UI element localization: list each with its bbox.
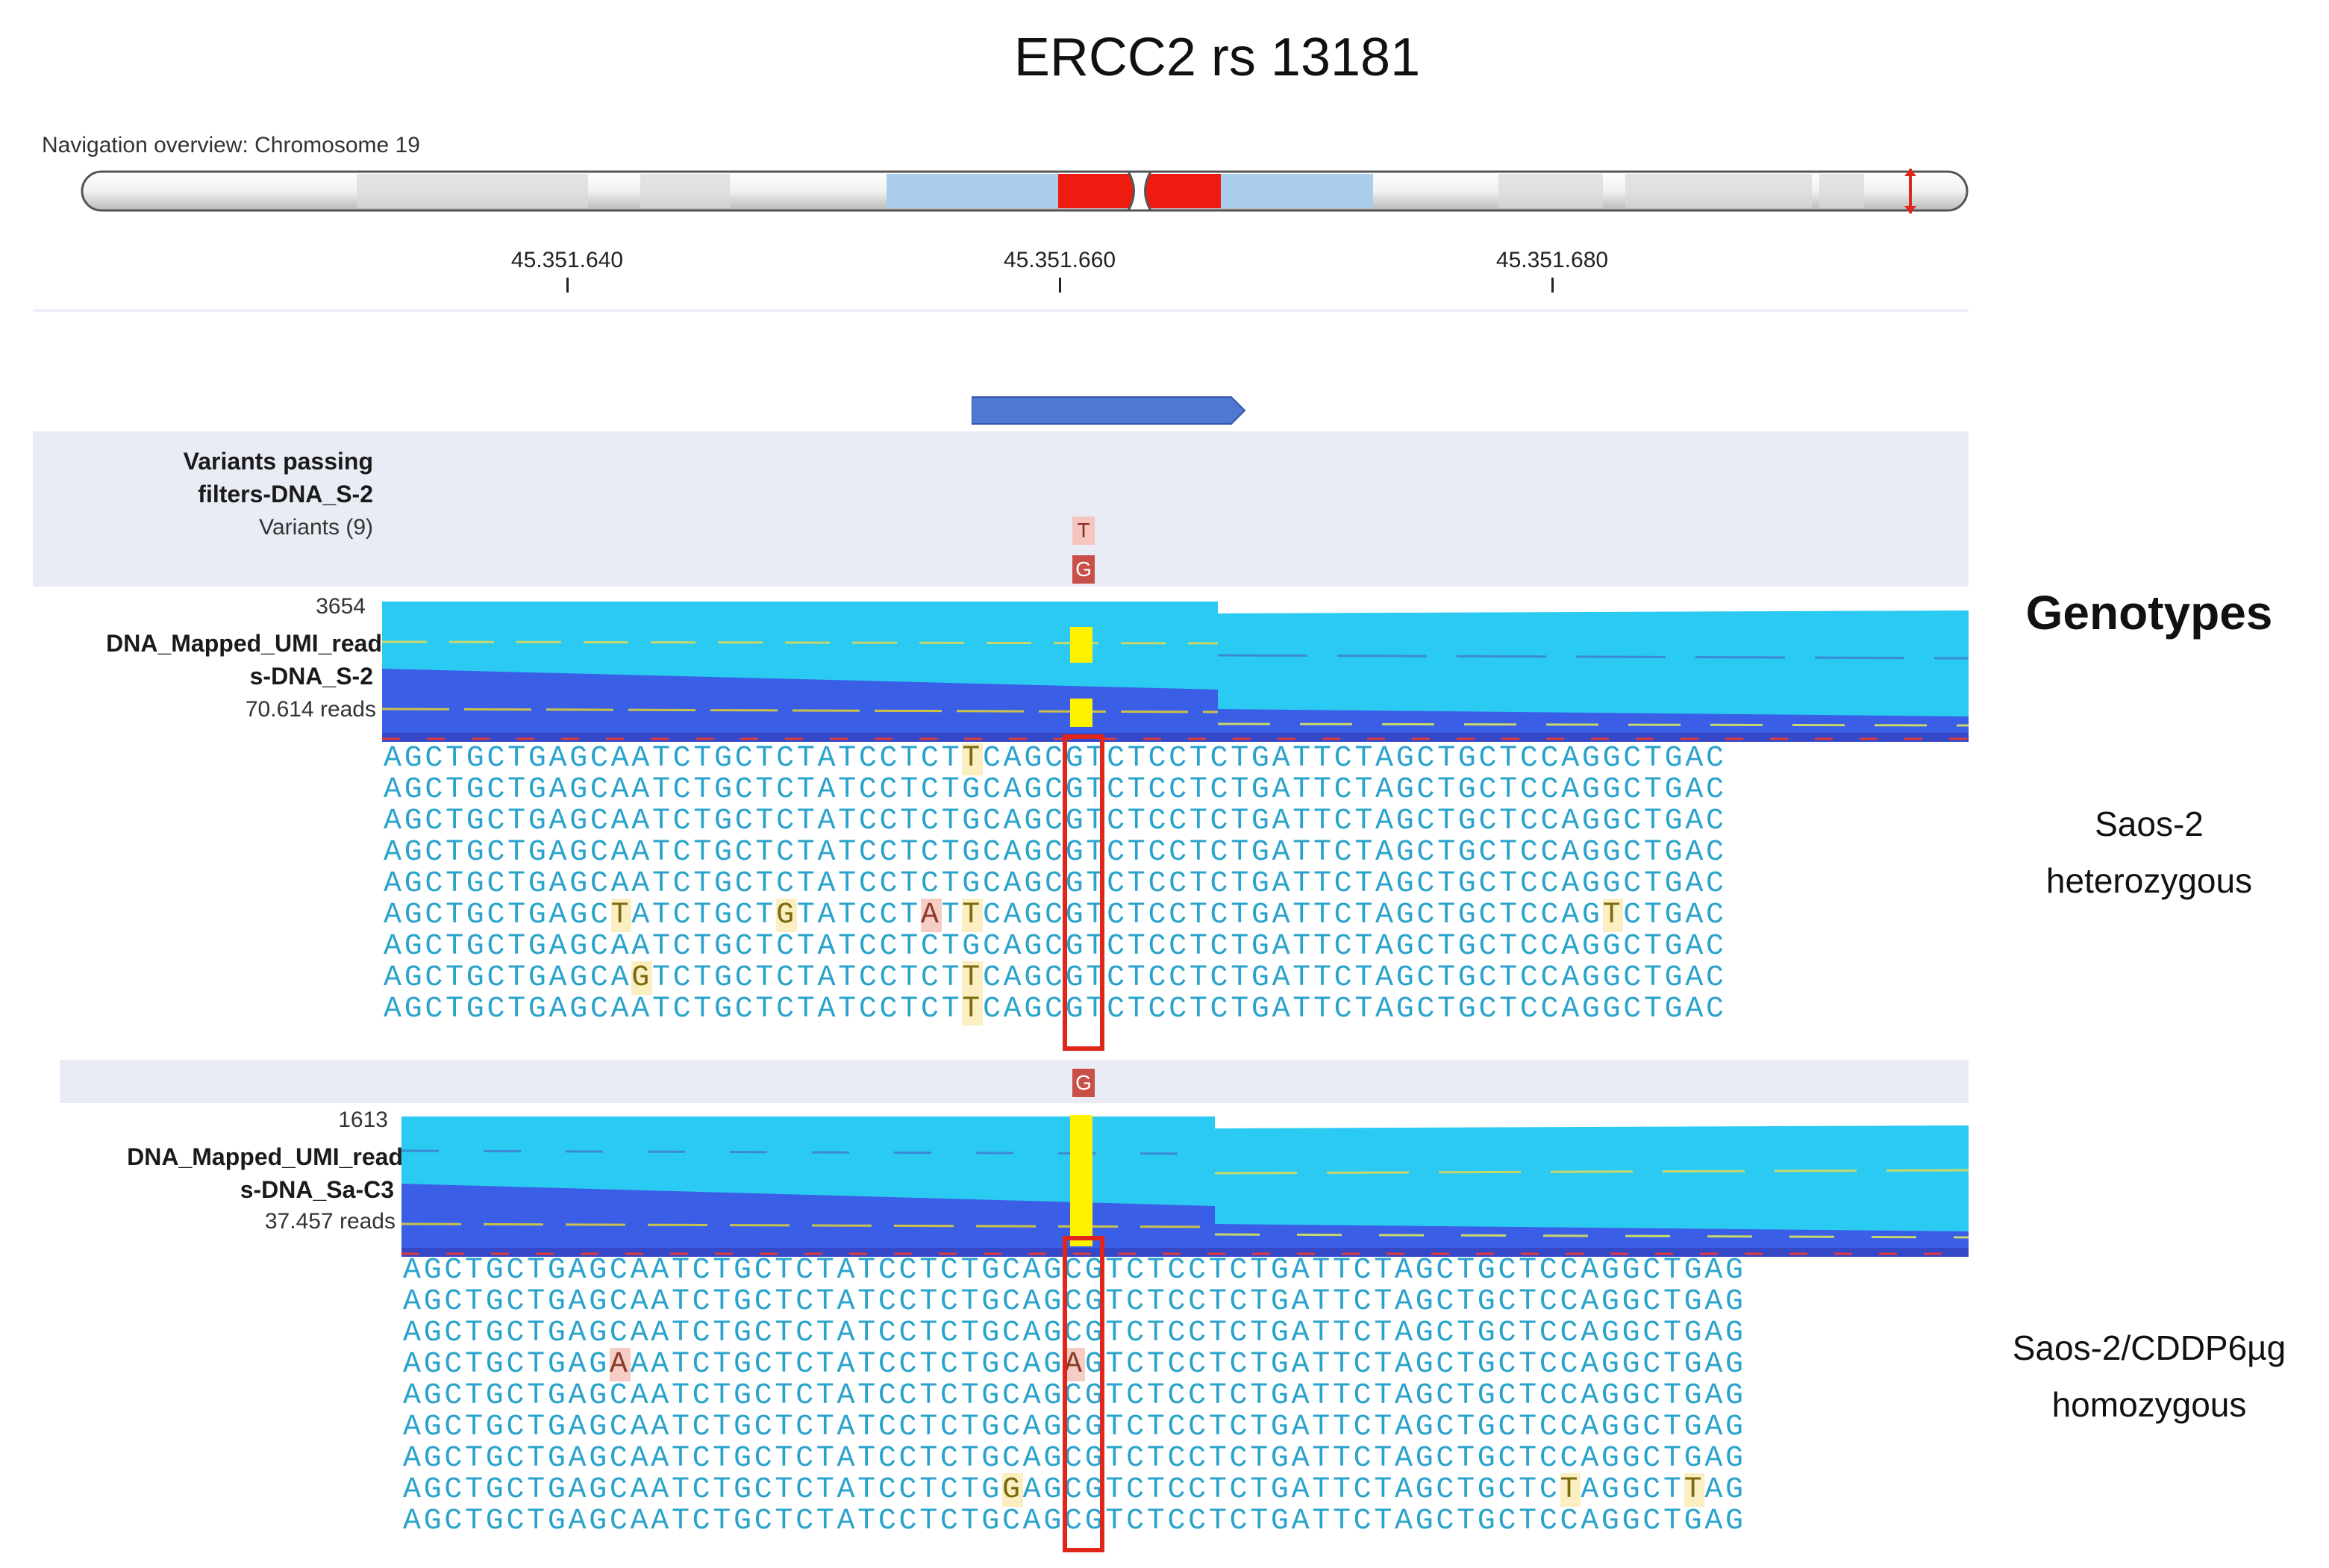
sac3-read-row: AGCTGCTGAGAAATCTGCTCTATCCTCTGCAGAGTCTCCT… bbox=[403, 1348, 1746, 1381]
s2-read-row: AGCTGCTGAGCAATCTGCTCTATCCTCTTCAGCGTCTCCT… bbox=[384, 993, 1727, 1025]
sac3-read-row: AGCTGCTGAGCAATCTGCTCTATCCTCTGCAGCGTCTCCT… bbox=[403, 1379, 1746, 1413]
variant-badge-g[interactable]: G bbox=[1072, 555, 1095, 584]
s2-variant-highlight-bottom bbox=[1070, 699, 1092, 727]
s2-coverage-graph[interactable] bbox=[382, 597, 1969, 742]
sac3-read-row: AGCTGCTGAGCAATCTGCTCTATCCTCTGCAGCGTCTCCT… bbox=[403, 1505, 1746, 1537]
band-gray-1 bbox=[357, 174, 588, 208]
band-gray-2 bbox=[640, 174, 730, 208]
band-gray-4 bbox=[1625, 174, 1812, 208]
s2-read-row: AGCTGCTGAGCTATCTGCTGTATCCTATTCAGCGTCTCCT… bbox=[384, 899, 1727, 932]
sac3-track-name-line2: s-DNA_Sa-C3 bbox=[240, 1176, 394, 1203]
sac3-snp-highlight-box bbox=[1063, 1236, 1104, 1552]
sac3-read-row: AGCTGCTGAGCAATCTGCTCTATCCTCTGCAGCGTCTCCT… bbox=[403, 1255, 1746, 1287]
s2-read-row: AGCTGCTGAGCAATCTGCTCTATCCTCTGCAGCGTCTCCT… bbox=[384, 930, 1727, 963]
sac3-read-row: AGCTGCTGAGCAATCTGCTCTATCCTCTGCAGCGTCTCCT… bbox=[403, 1411, 1746, 1444]
band-blue-right bbox=[1221, 174, 1373, 208]
sac3-read-count: 37.457 reads bbox=[264, 1209, 396, 1234]
position-marker-arrow-top bbox=[1904, 169, 1916, 176]
navigation-overview-label: Navigation overview: Chromosome 19 bbox=[42, 133, 420, 157]
s2-read-row: AGCTGCTGAGCAATCTGCTCTATCCTCTGCAGCGTCTCCT… bbox=[384, 867, 1727, 901]
variants-track-title-line1: Variants passing bbox=[183, 448, 373, 475]
variant-badge-t[interactable]: T bbox=[1072, 516, 1095, 545]
genotype-saos2-name: Saos-2 bbox=[2095, 805, 2204, 843]
sac3-read-row: AGCTGCTGAGCAATCTGCTCTATCCTCTGCAGCGTCTCCT… bbox=[403, 1442, 1746, 1475]
s2-coverage-line-3 bbox=[1217, 654, 1969, 660]
figure-title: ERCC2 rs 13181 bbox=[1013, 28, 1421, 87]
s2-coverage-baseline bbox=[382, 733, 1969, 742]
ruler-tick-3 bbox=[1551, 278, 1554, 293]
s2-track-name-line1: DNA_Mapped_UMI_read bbox=[106, 630, 382, 657]
sac3-coverage-line-2 bbox=[1214, 1169, 1969, 1175]
s2-read-count: 70.614 reads bbox=[245, 697, 376, 722]
sac3-variant-highlight bbox=[1070, 1115, 1092, 1246]
variants-track-title-line2: filters-DNA_S-2 bbox=[198, 481, 373, 507]
band-gray-3 bbox=[1498, 174, 1603, 208]
variants-track-panel bbox=[33, 431, 1969, 587]
gene-annotation-arrow[interactable] bbox=[972, 396, 1246, 425]
ruler-tick-2 bbox=[1059, 278, 1061, 293]
sac3-coverage-line-4 bbox=[1214, 1233, 1969, 1239]
band-blue-left bbox=[887, 174, 1058, 208]
sac3-coverage-dark bbox=[401, 1184, 1969, 1257]
centromere-right bbox=[1143, 174, 1221, 208]
s2-coverage-line-4 bbox=[1217, 722, 1969, 727]
sac3-coverage-graph[interactable] bbox=[401, 1115, 1969, 1257]
sac3-read-row: AGCTGCTGAGCAATCTGCTCTATCCTCTGCAGCGTCTCCT… bbox=[403, 1285, 1746, 1319]
s2-read-row: AGCTGCTGAGCAATCTGCTCTATCCTCTGCAGCGTCTCCT… bbox=[384, 805, 1727, 838]
s2-read-row: AGCTGCTGAGCAATCTGCTCTATCCTCTGCAGCGTCTCCT… bbox=[384, 773, 1727, 807]
s2-read-row: AGCTGCTGAGCAATCTGCTCTATCCTCTGCAGCGTCTCCT… bbox=[384, 836, 1727, 869]
ruler-tick-label-1: 45.351.640 bbox=[510, 248, 624, 272]
genotype-saos2-status: heterozygous bbox=[2045, 861, 2253, 900]
centromere-pinch bbox=[1126, 170, 1153, 212]
sac3-variants-band bbox=[60, 1060, 1969, 1103]
s2-track-name-line2: s-DNA_S-2 bbox=[249, 663, 373, 690]
chromosome-ideogram[interactable] bbox=[81, 169, 1969, 213]
s2-coverage-max: 3654 bbox=[316, 594, 366, 619]
position-marker-arrow-bottom bbox=[1904, 206, 1916, 213]
band-gray-5 bbox=[1819, 174, 1864, 208]
ruler-baseline bbox=[33, 309, 1969, 312]
genotypes-heading: Genotypes bbox=[2025, 586, 2273, 640]
ruler-tick-label-3: 45.351.680 bbox=[1495, 248, 1609, 272]
genotype-cddp-name: Saos-2/CDDP6µg bbox=[2012, 1328, 2286, 1367]
sac3-variant-badge-g[interactable]: G bbox=[1072, 1069, 1095, 1097]
sac3-read-row: AGCTGCTGAGCAATCTGCTCTATCCTCTGGAGCGTCTCCT… bbox=[403, 1473, 1746, 1507]
centromere-left bbox=[1058, 174, 1136, 208]
sac3-read-alignments: AGCTGCTGAGCAATCTGCTCTATCCTCTGCAGCGTCTCCT… bbox=[403, 1255, 1969, 1537]
sac3-read-row: AGCTGCTGAGCAATCTGCTCTATCCTCTGCAGCGTCTCCT… bbox=[403, 1316, 1746, 1350]
ruler-tick-label-2: 45.351.660 bbox=[1003, 248, 1116, 272]
s2-read-row: AGCTGCTGAGCAATCTGCTCTATCCTCTTCAGCGTCTCCT… bbox=[384, 743, 1727, 775]
s2-read-alignments: AGCTGCTGAGCAATCTGCTCTATCCTCTTCAGCGTCTCCT… bbox=[384, 743, 1969, 1025]
s2-snp-highlight-box bbox=[1063, 734, 1104, 1051]
s2-variant-highlight-top bbox=[1070, 627, 1092, 663]
s2-read-row: AGCTGCTGAGCAGTCTGCTCTATCCTCTTCAGCGTCTCCT… bbox=[384, 961, 1727, 995]
variants-count: Variants (9) bbox=[259, 515, 373, 540]
genotype-cddp-status: homozygous bbox=[2051, 1385, 2247, 1424]
sac3-coverage-max: 1613 bbox=[338, 1108, 388, 1132]
sac3-track-name-line1: DNA_Mapped_UMI_read bbox=[127, 1143, 403, 1170]
ruler-tick-1 bbox=[566, 278, 569, 293]
